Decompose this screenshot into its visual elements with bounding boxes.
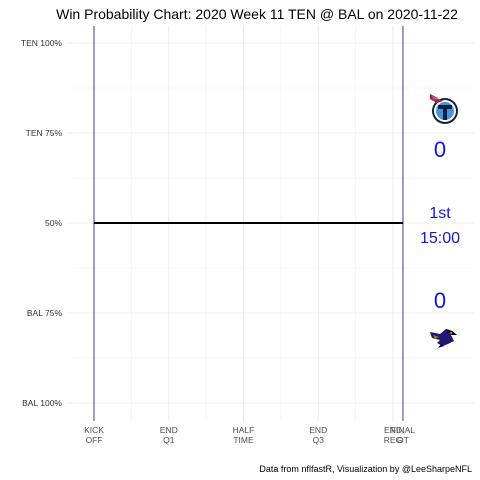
y-tick-label: TEN 75% — [26, 128, 63, 138]
y-tick-label: 50% — [45, 218, 62, 228]
ravens-logo-icon — [430, 329, 457, 348]
y-axis-ticks: TEN 100% TEN 75% 50% BAL 75% BAL 100% — [21, 38, 63, 408]
x-tick-label: KICK OFF — [84, 425, 104, 445]
x-tick-label: END REG — [384, 425, 402, 445]
chart-caption: Data from nflfastR, Visualization by @Le… — [259, 464, 472, 474]
x-tick-label: HALF TIME — [233, 425, 255, 445]
y-tick-label: TEN 100% — [21, 38, 63, 48]
y-tick-label: BAL 100% — [22, 398, 62, 408]
home-score: 0 — [434, 288, 446, 313]
game-period: 1st — [429, 205, 451, 222]
y-tick-label: BAL 75% — [27, 308, 63, 318]
titans-logo-icon — [430, 94, 458, 124]
x-tick-label: FINAL OT — [391, 425, 415, 445]
chart-title: Win Probability Chart: 2020 Week 11 TEN … — [56, 6, 458, 22]
x-tick-label: END Q1 — [160, 425, 178, 445]
x-tick-label: END Q3 — [309, 425, 327, 445]
away-score: 0 — [434, 137, 446, 162]
game-clock: 15:00 — [420, 230, 460, 247]
